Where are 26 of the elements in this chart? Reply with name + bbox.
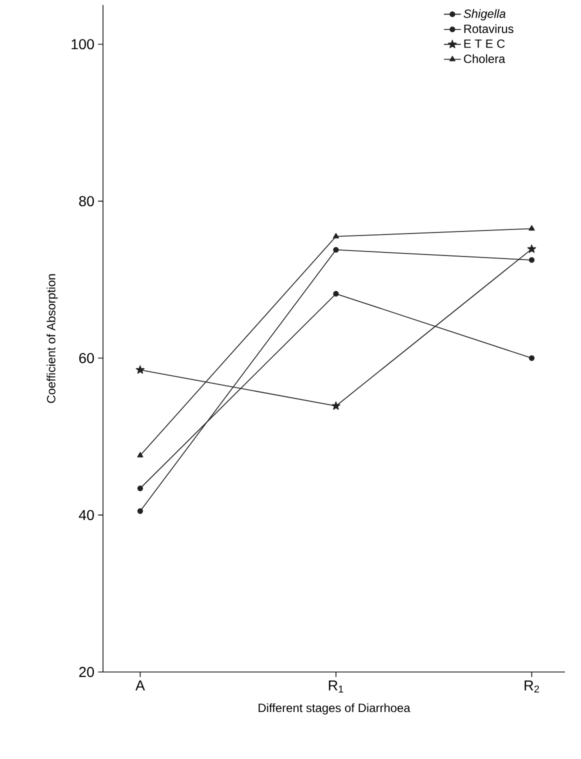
point xyxy=(528,225,535,231)
legend-label: E T E C xyxy=(464,39,505,48)
x-axis-title: Different stages of Diarrhoea xyxy=(258,703,410,714)
point xyxy=(332,233,339,238)
legend-label: Rotavirus xyxy=(464,24,514,34)
y-tick-label: 60 xyxy=(79,353,94,364)
point xyxy=(528,355,535,361)
y-tick-label: 100 xyxy=(72,39,94,50)
point xyxy=(137,486,144,492)
point xyxy=(332,401,340,410)
point xyxy=(137,508,144,514)
x-tick-label: R$_{1}$ xyxy=(328,680,344,693)
y-tick-label: 40 xyxy=(78,510,94,520)
y-tick-label: 80 xyxy=(79,196,94,206)
point xyxy=(137,452,144,458)
x-tick-label: R$_{2}$ xyxy=(524,680,539,693)
point xyxy=(528,257,535,263)
x-tick-label: A xyxy=(135,680,145,690)
point xyxy=(333,246,339,253)
y-tick-label: 20 xyxy=(79,666,94,678)
point xyxy=(333,290,339,297)
point xyxy=(527,244,536,253)
y-axis-title: Coefficient of Absorption xyxy=(46,274,58,403)
legend-label: Shigella xyxy=(464,9,506,20)
point xyxy=(136,365,145,374)
legend-label: Cholera xyxy=(464,54,506,64)
